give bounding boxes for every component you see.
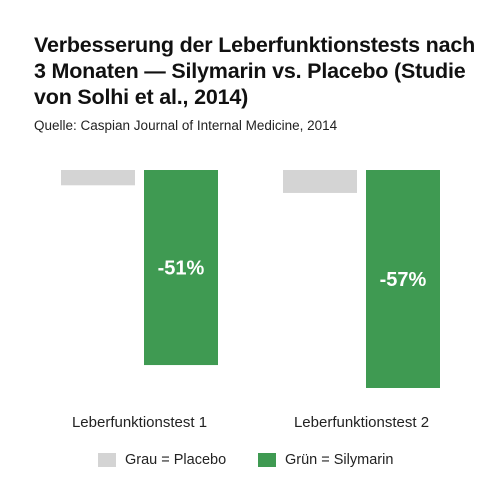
chart-subtitle: Quelle: Caspian Journal of Internal Medi… bbox=[34, 118, 338, 133]
legend: Grau = Placebo Grün = Silymarin bbox=[0, 452, 500, 476]
legend-swatch-silymarin bbox=[258, 453, 276, 467]
bar-silymarin-2 bbox=[366, 170, 440, 388]
bar-placebo-2 bbox=[283, 170, 357, 193]
category-label-1: Leberfunktionstest 1 bbox=[72, 414, 207, 431]
legend-item-silymarin: Grün = Silymarin bbox=[258, 452, 393, 468]
legend-item-placebo: Grau = Placebo bbox=[98, 452, 226, 468]
bar-placebo-1 bbox=[61, 170, 135, 186]
chart-title: Verbesserung der Leberfunktionstests nac… bbox=[34, 33, 476, 109]
data-label-silymarin-2: -57% bbox=[380, 269, 427, 291]
legend-label-silymarin: Grün = Silymarin bbox=[285, 452, 394, 468]
category-label-2: Leberfunktionstest 2 bbox=[294, 414, 429, 431]
data-label-silymarin-1: -51% bbox=[158, 258, 205, 280]
bar-silymarin-1 bbox=[144, 170, 218, 366]
legend-swatch-placebo bbox=[98, 453, 116, 467]
legend-label-placebo: Grau = Placebo bbox=[125, 452, 227, 468]
